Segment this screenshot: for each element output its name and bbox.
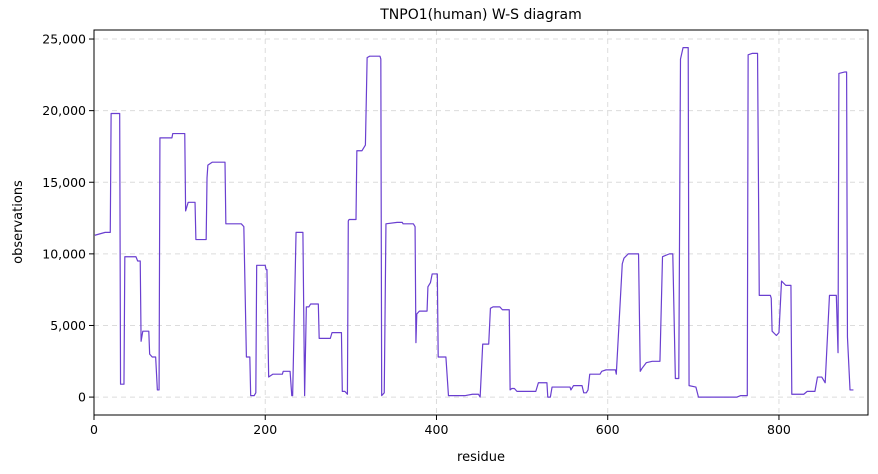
x-tick-label: 0 [90,422,98,437]
y-axis-label: observations [11,180,26,264]
x-tick-label: 800 [767,422,791,437]
x-tick-label: 400 [425,422,449,437]
x-axis-label: residue [457,450,505,465]
y-tick-label: 10,000 [42,246,86,261]
y-tick-label: 0 [78,390,86,405]
x-tick-label: 200 [253,422,277,437]
y-tick-label: 15,000 [42,175,86,190]
chart-title: TNPO1(human) W-S diagram [379,7,581,23]
y-tick-label: 5,000 [50,318,86,333]
data-line [94,47,854,398]
y-tick-label: 25,000 [42,32,86,47]
plot-frame [93,29,869,416]
y-tick-label: 20,000 [42,103,86,118]
x-tick-label: 600 [596,422,620,437]
